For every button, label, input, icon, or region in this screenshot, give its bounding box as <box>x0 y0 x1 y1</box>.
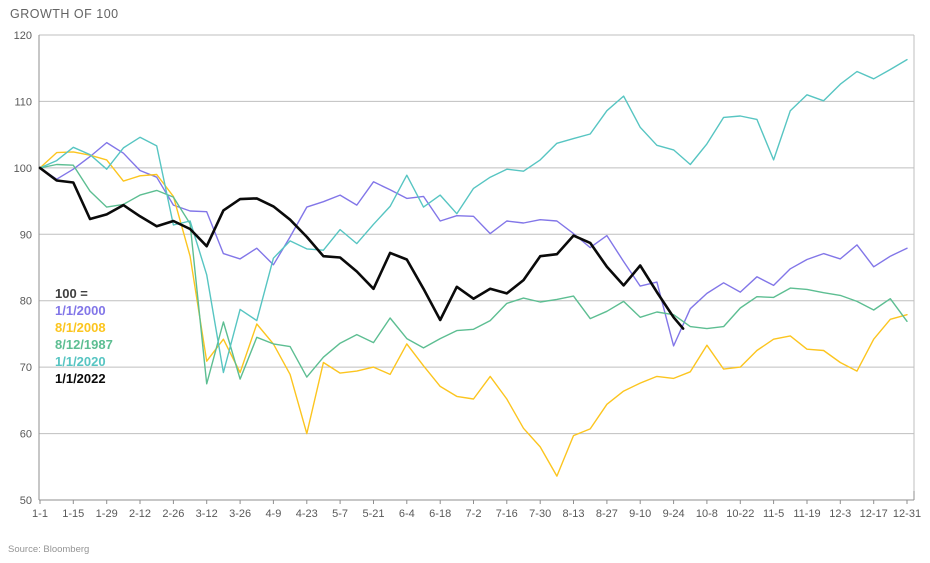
y-tick-label: 90 <box>20 229 32 241</box>
x-tick-label: 1-15 <box>62 508 84 520</box>
series-line-1-1-2022 <box>38 166 685 330</box>
y-tick-label: 50 <box>20 495 32 507</box>
x-tick-label: 6-18 <box>429 508 451 520</box>
x-tick-label: 1-1 <box>32 508 48 520</box>
x-tick-label: 6-4 <box>399 508 415 520</box>
x-tick-label: 5-7 <box>332 508 348 520</box>
legend-item-1-1-2000: 1/1/2000 <box>55 303 106 318</box>
x-tick-label: 12-17 <box>860 508 888 520</box>
x-tick-label: 3-26 <box>229 508 251 520</box>
chart-title: GROWTH OF 100 <box>10 7 119 21</box>
x-tick-label: 7-2 <box>466 508 482 520</box>
x-tick-label: 8-27 <box>596 508 618 520</box>
x-tick-label: 2-26 <box>162 508 184 520</box>
y-tick-label: 60 <box>20 429 32 441</box>
legend-item-1-1-2022: 1/1/2022 <box>55 371 106 386</box>
y-tick-label: 80 <box>20 296 32 308</box>
x-tick-label: 10-8 <box>696 508 718 520</box>
y-tick-label: 70 <box>20 362 32 374</box>
x-tick-label: 11-5 <box>763 508 784 520</box>
x-tick-label: 11-19 <box>793 508 820 520</box>
x-tick-label: 4-23 <box>296 508 318 520</box>
x-tick-label: 4-9 <box>265 508 281 520</box>
x-tick-label: 12-3 <box>829 508 851 520</box>
legend-item-1-1-2020: 1/1/2020 <box>55 354 106 369</box>
x-tick-label: 9-10 <box>629 508 651 520</box>
source-note: Source: Bloomberg <box>8 544 90 555</box>
x-tick-label: 8-13 <box>562 508 584 520</box>
x-tick-label: 7-16 <box>496 508 518 520</box>
legend: 100 = 1/1/2000 8/1/2008 8/12/1987 1/1/2020 1… <box>55 285 113 387</box>
x-tick-label: 1-29 <box>96 508 118 520</box>
x-tick-label: 5-21 <box>362 508 384 520</box>
series-line-8-12-1987 <box>39 163 908 385</box>
x-tick-label: 7-30 <box>529 508 551 520</box>
legend-item-8-12-1987: 8/12/1987 <box>55 337 113 352</box>
y-tick-label: 120 <box>14 30 32 42</box>
legend-heading: 100 = <box>55 286 88 301</box>
x-tick-label: 12-31 <box>893 508 921 520</box>
x-tick-label: 10-22 <box>726 508 754 520</box>
x-tick-label: 3-12 <box>196 508 218 520</box>
y-tick-label: 110 <box>14 96 32 108</box>
series-line-8-1-2008 <box>39 151 908 477</box>
series-line-1-1-2000 <box>39 141 908 347</box>
y-tick-label: 100 <box>14 163 32 175</box>
x-tick-label: 9-24 <box>663 508 685 520</box>
series-line-1-1-2020 <box>39 58 908 374</box>
legend-item-8-1-2008: 8/1/2008 <box>55 320 106 335</box>
x-tick-label: 2-12 <box>129 508 151 520</box>
